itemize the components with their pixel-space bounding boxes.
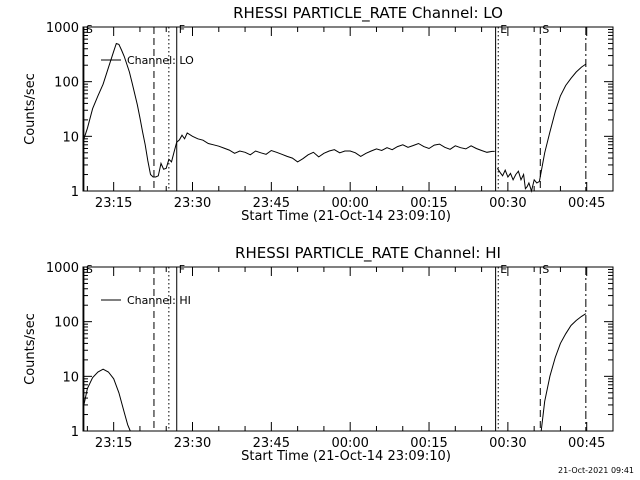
event-marker-label: E [500, 23, 507, 36]
x-tick-label: 23:15 [95, 436, 132, 451]
chart-panel-0: RHESSI PARTICLE_RATE Channel: LO 1 10 100 10… [23, 4, 614, 224]
y-tick-label: 1000 [46, 261, 79, 276]
x-tick-label: 00:00 [331, 436, 368, 451]
x-tick-label: 23:30 [174, 436, 211, 451]
x-tick-label: 00:15 [410, 196, 447, 211]
plot-frame [82, 26, 614, 192]
x-tick-label: 23:30 [174, 196, 211, 211]
event-marker-label: S [86, 23, 93, 36]
x-tick-label: 00:45 [568, 436, 605, 451]
event-marker-label: F [179, 23, 185, 36]
chart-title: RHESSI PARTICLE_RATE Channel: HI [235, 244, 501, 263]
event-marker-label: F [179, 263, 185, 276]
x-tick-label: 00:30 [489, 436, 526, 451]
event-marker-label: E [500, 263, 507, 276]
x-tick-label: 00:30 [489, 196, 526, 211]
x-tick-label: 23:45 [253, 436, 290, 451]
x-tick-label: 00:00 [331, 196, 368, 211]
x-tick-label: 00:45 [568, 196, 605, 211]
y-axis-label: Counts/sec [23, 313, 38, 385]
x-tick-label: 23:45 [253, 196, 290, 211]
y-tick-label: 1 [71, 185, 79, 200]
x-tick-label: 23:15 [95, 196, 132, 211]
x-axis-label: Start Time (21-Oct-14 23:09:10) [241, 449, 451, 464]
y-tick-label: 10 [62, 370, 79, 385]
data-series-line [540, 313, 587, 432]
legend-entry: Channel: HI [127, 294, 191, 307]
x-tick-label: 00:15 [410, 436, 447, 451]
y-tick-label: 1 [71, 425, 79, 440]
chart-title: RHESSI PARTICLE_RATE Channel: LO [233, 4, 503, 23]
data-series-line [82, 42, 495, 178]
event-marker-label: S [542, 23, 549, 36]
event-marker-label: S [542, 263, 549, 276]
y-tick-label: 10 [62, 130, 79, 145]
data-series-line [83, 368, 131, 432]
y-axis-label: Counts/sec [23, 73, 38, 145]
y-tick-label: 100 [54, 316, 79, 331]
plot-frame [82, 266, 614, 432]
chart-panel-1: RHESSI PARTICLE_RATE Channel: HI 1 10 100 10… [23, 244, 614, 464]
legend-entry: Channel: LO [127, 54, 194, 67]
x-axis-label: Start Time (21-Oct-14 23:09:10) [241, 209, 451, 224]
y-tick-label: 1000 [46, 21, 79, 36]
data-series-line [496, 63, 587, 193]
y-tick-label: 100 [54, 76, 79, 91]
timestamp: 21-Oct-2021 09:41 [558, 466, 634, 475]
event-marker-label: S [86, 263, 93, 276]
